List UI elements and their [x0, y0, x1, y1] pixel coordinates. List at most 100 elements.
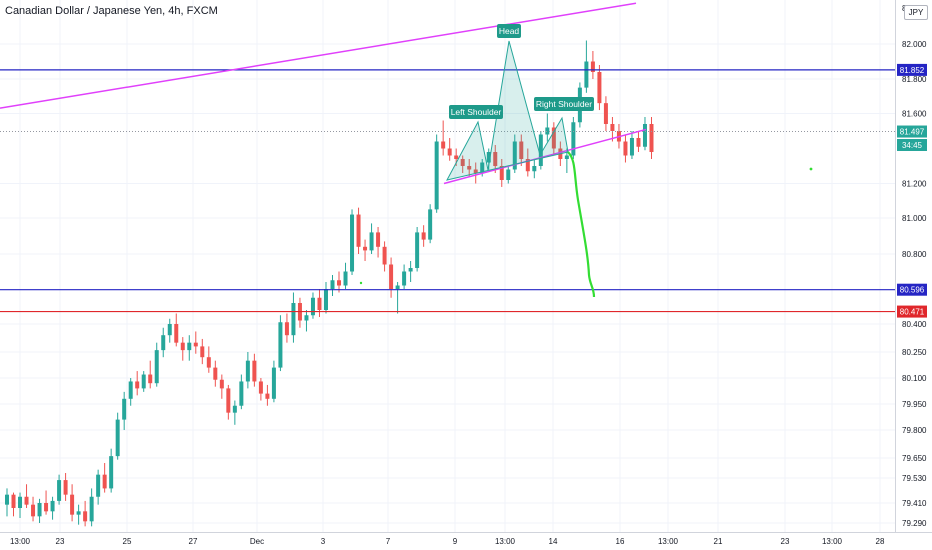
currency-badge[interactable]: JPY [904, 5, 928, 20]
candle-body [389, 265, 393, 290]
candle-body [129, 381, 133, 398]
price-tick-label: 79.650 [902, 454, 927, 463]
candle-body [539, 135, 543, 167]
candle-body [135, 381, 139, 388]
candle-body [415, 232, 419, 268]
candle-body [207, 357, 211, 367]
time-tick-label: 27 [189, 537, 198, 546]
time-tick-label: 13:00 [10, 537, 31, 546]
projection-path [568, 152, 594, 297]
time-tick-label: 13:00 [495, 537, 516, 546]
candle-body [422, 232, 426, 239]
candle-body [649, 124, 653, 152]
candle-body [213, 368, 217, 380]
candle-body [103, 475, 107, 489]
candle-body [324, 289, 328, 310]
candle-body [448, 149, 452, 156]
price-tick-label: 79.800 [902, 426, 927, 435]
candle-body [90, 497, 94, 522]
price-tick-label: 80.400 [902, 320, 927, 329]
candle-body [239, 381, 243, 405]
candle-body [604, 103, 608, 124]
time-axis[interactable]: 13:00 23 25 27 Dec 3 7 9 13:00 14 16 13:00 21 23 13:00… [10, 537, 885, 546]
candle-body [291, 303, 295, 335]
time-tick-label: 21 [714, 537, 723, 546]
candle-body [122, 399, 126, 420]
candle-body [233, 406, 237, 413]
candle-body [51, 501, 55, 511]
candle-body [142, 375, 146, 389]
price-tag-label: 80.596 [900, 286, 925, 295]
candle-body [220, 380, 224, 389]
candle-body [565, 156, 569, 160]
time-tick-label: 16 [616, 537, 625, 546]
price-axis[interactable]: 82.000 81.800 81.600 81.200 81.000 80.800 80.4… [902, 4, 927, 528]
candle-body [265, 394, 269, 399]
price-tick-label: 81.200 [902, 180, 927, 189]
time-tick-label: 14 [549, 537, 558, 546]
candle-body [317, 298, 321, 310]
price-tick-label: 80.250 [902, 348, 927, 357]
candle-body [12, 495, 16, 508]
candle-body [64, 480, 68, 495]
candle-body [148, 375, 152, 384]
price-tick-label: 81.600 [902, 110, 927, 119]
candle-body [337, 280, 341, 285]
candle-body [252, 361, 256, 382]
candle-body [623, 142, 627, 156]
candle-body [109, 456, 113, 488]
candle-body [168, 324, 172, 335]
candle-body [259, 381, 263, 393]
time-tick-label: 23 [781, 537, 790, 546]
candle-body [96, 475, 100, 497]
candle-body [363, 247, 367, 251]
candle-body [441, 142, 445, 149]
candle-body [187, 343, 191, 350]
candle-body [226, 388, 230, 412]
time-tick-label: 13:00 [658, 537, 679, 546]
candle-body [370, 232, 374, 250]
chart-grid [0, 0, 895, 532]
candle-body [350, 215, 354, 272]
symbol-title: Canadian Dollar / Japanese Yen, 4h, FXCM [5, 5, 218, 17]
price-tag-label: 81.497 [900, 128, 925, 137]
price-tag-label: 81.852 [900, 66, 925, 75]
candle-body [630, 138, 634, 156]
candle-body [435, 142, 439, 210]
candle-body [25, 497, 29, 505]
upper-channel-line [0, 3, 636, 108]
candle-body [155, 350, 159, 383]
time-tick-label: 9 [453, 537, 458, 546]
candle-body [506, 170, 510, 181]
projection-dot [810, 168, 813, 171]
price-tick-label: 79.290 [902, 519, 927, 528]
marker-dot [360, 282, 362, 284]
candle-body [643, 124, 647, 147]
pattern-label: Right Shoulder [536, 99, 592, 109]
candle-body [545, 128, 549, 135]
pattern-label: Head [499, 26, 520, 36]
candle-body [331, 280, 335, 289]
candle-body [597, 72, 601, 103]
candle-body [278, 322, 282, 367]
candle-body [194, 343, 198, 347]
price-tag-label: 34:45 [902, 141, 923, 150]
candle-body [246, 361, 250, 382]
candle-body [610, 124, 614, 131]
time-tick-label: 7 [386, 537, 391, 546]
price-tick-label: 79.410 [902, 499, 927, 508]
candle-body [396, 286, 400, 290]
pattern-label: Left Shoulder [451, 107, 502, 117]
candle-body [38, 503, 42, 516]
candle-body [18, 497, 22, 508]
candle-body [200, 346, 204, 357]
candle-body [31, 505, 35, 517]
price-tick-label: 79.950 [902, 400, 927, 409]
candle-body [181, 343, 185, 350]
price-tick-label: 79.530 [902, 474, 927, 483]
candle-body [636, 138, 640, 147]
candle-body [409, 268, 413, 272]
candle-body [116, 420, 120, 457]
time-tick-label: Dec [250, 537, 264, 546]
